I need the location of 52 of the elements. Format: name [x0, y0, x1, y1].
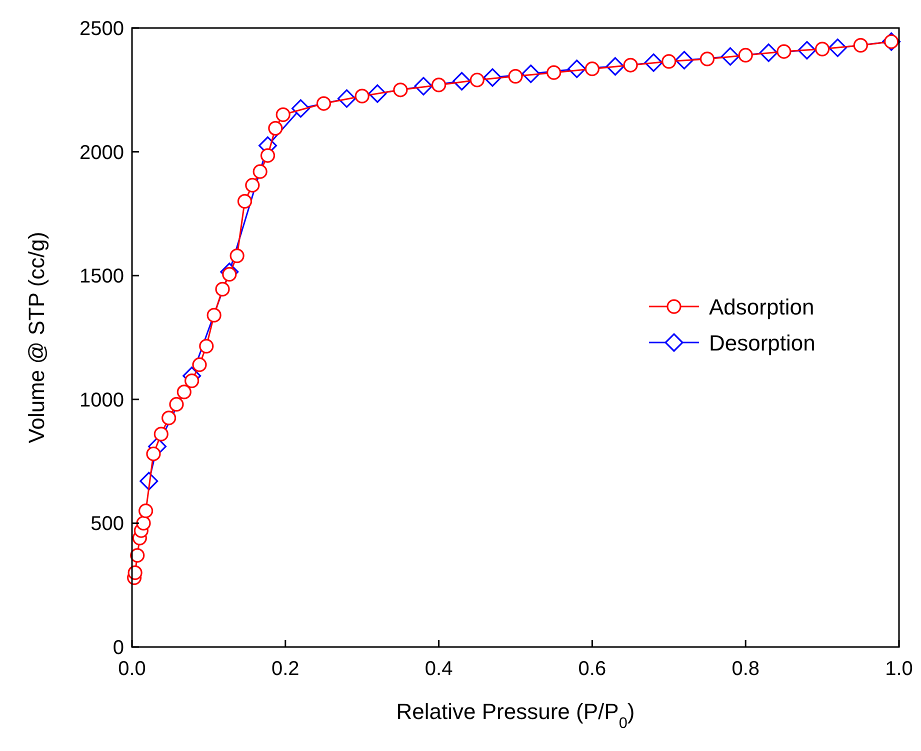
point — [215, 282, 230, 297]
point — [316, 96, 332, 111]
y-tick-label: 1000 — [80, 389, 124, 412]
point — [853, 38, 868, 53]
point — [776, 44, 792, 59]
x-tick-label: 0.4 — [424, 658, 453, 680]
point — [184, 374, 200, 388]
point — [154, 426, 168, 442]
x-tick-label: 0.0 — [118, 658, 146, 680]
point — [138, 504, 154, 518]
point — [815, 42, 830, 56]
y-tick-label: 2000 — [80, 142, 124, 164]
point — [584, 62, 600, 76]
point — [146, 446, 161, 462]
x-tick-label: 1.0 — [885, 658, 913, 680]
y-tick-label: 2500 — [80, 18, 124, 40]
point — [260, 148, 276, 163]
point — [222, 267, 237, 282]
point — [268, 120, 283, 136]
x-tick-label: 0.8 — [732, 658, 760, 680]
point — [354, 88, 370, 104]
legend-label: Adsorption — [709, 294, 814, 320]
point — [169, 397, 184, 412]
point — [206, 308, 222, 323]
x-tick-label: 0.6 — [578, 658, 606, 680]
y-tick-label: 0 — [112, 637, 124, 659]
point — [276, 107, 290, 122]
point — [738, 48, 753, 63]
legend-label: Desorption — [709, 330, 816, 356]
point — [508, 68, 523, 84]
y-tick-label: 500 — [90, 513, 124, 536]
x-axis-title: Relative Pressure (P/P$_{0}$) — [396, 699, 635, 732]
point — [136, 516, 151, 530]
point — [237, 194, 252, 209]
y-tick-label: 1500 — [80, 266, 124, 288]
point — [393, 82, 408, 98]
point — [230, 248, 244, 264]
y-axis-title: Volume @ STP (cc/g) — [24, 232, 49, 444]
point — [192, 357, 207, 372]
x-tick-label: 0.2 — [271, 658, 300, 680]
point — [662, 54, 676, 69]
point — [176, 384, 192, 400]
point — [432, 78, 446, 92]
point — [470, 72, 484, 88]
point — [162, 410, 176, 426]
point — [245, 178, 260, 193]
point — [700, 52, 715, 66]
point — [199, 338, 214, 354]
point — [252, 164, 268, 179]
point — [546, 65, 562, 80]
point — [130, 548, 145, 563]
point — [623, 58, 638, 72]
